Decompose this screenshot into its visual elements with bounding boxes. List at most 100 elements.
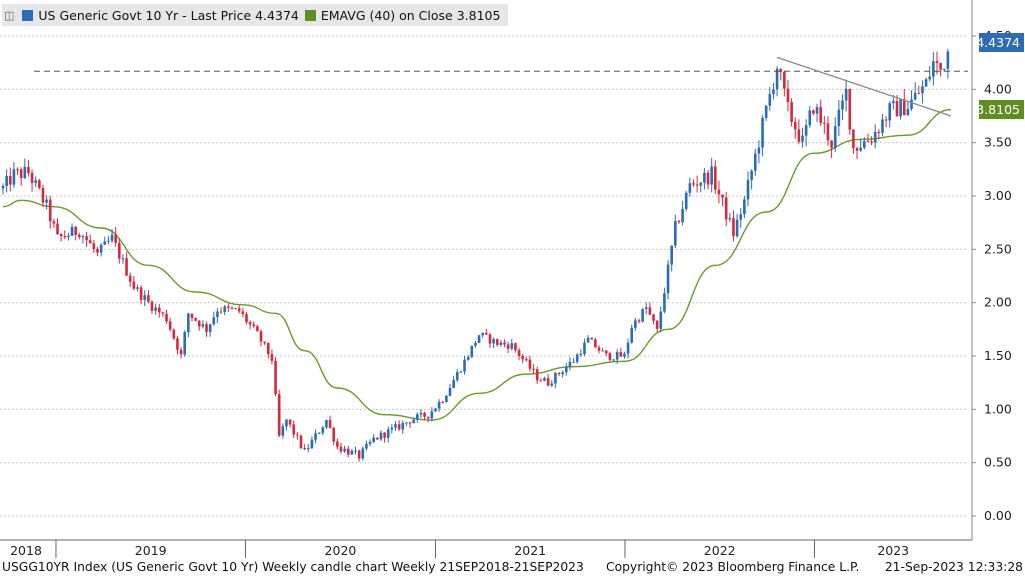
candle xyxy=(855,146,859,160)
candle xyxy=(681,200,684,226)
candle xyxy=(826,116,830,146)
y-tick-label: 2.00 xyxy=(984,295,1012,310)
candle xyxy=(292,420,296,439)
candle xyxy=(63,230,67,240)
candle xyxy=(713,160,717,195)
candle xyxy=(757,140,761,164)
candle xyxy=(583,338,586,357)
candle xyxy=(321,425,325,436)
annotations xyxy=(34,56,968,117)
candle xyxy=(812,109,815,116)
candle xyxy=(804,119,808,147)
candle xyxy=(139,285,143,305)
price-swatch-icon xyxy=(22,9,34,21)
legend-settings-icon[interactable]: ◫ xyxy=(4,8,15,22)
legend-item-ema[interactable]: EMAVG (40) on Close 3.8105 xyxy=(304,8,500,23)
candle xyxy=(797,119,801,145)
candle xyxy=(641,307,644,323)
candle xyxy=(844,79,848,112)
candle xyxy=(216,308,219,323)
candle xyxy=(88,234,92,244)
candle xyxy=(383,432,386,443)
x-tick-label: 2021 xyxy=(514,543,546,558)
candle xyxy=(554,371,557,389)
candle xyxy=(136,284,139,292)
last-price-value: 4.4374 xyxy=(976,35,1020,51)
legend-item-price[interactable]: US Generic Govt 10 Yr - Last Price 4.437… xyxy=(22,8,299,23)
candle xyxy=(564,363,568,376)
candle xyxy=(939,62,942,77)
footer: USGG10YR Index (US Generic Govt 10 Yr) W… xyxy=(0,559,1025,577)
candle xyxy=(38,178,41,190)
candle xyxy=(677,219,681,224)
candle xyxy=(539,378,543,382)
candle xyxy=(157,303,161,318)
candle xyxy=(306,443,310,453)
candle xyxy=(245,311,248,325)
candle xyxy=(179,347,183,359)
candle xyxy=(299,434,303,450)
candle xyxy=(750,169,753,190)
candle xyxy=(535,366,539,384)
candle xyxy=(837,100,841,137)
candle xyxy=(899,98,902,120)
candle xyxy=(455,368,459,383)
candle xyxy=(768,86,772,111)
candle xyxy=(830,140,833,159)
ema-swatch-icon xyxy=(304,9,316,21)
candle xyxy=(219,307,223,314)
candle xyxy=(932,51,935,86)
candle xyxy=(419,409,423,419)
candle xyxy=(41,184,45,208)
candle xyxy=(648,302,652,316)
candle xyxy=(499,340,503,348)
candle xyxy=(259,329,263,347)
candle xyxy=(946,48,950,79)
candle xyxy=(703,168,706,190)
candle xyxy=(801,127,804,148)
candle xyxy=(426,416,430,423)
candle xyxy=(833,117,837,153)
candle xyxy=(81,234,85,244)
candle xyxy=(619,347,623,358)
candle xyxy=(841,94,844,121)
y-tick-label: 0.50 xyxy=(984,455,1012,470)
candle xyxy=(147,289,150,304)
candle xyxy=(935,51,939,75)
candle xyxy=(721,194,724,207)
candle xyxy=(176,335,179,355)
candle xyxy=(503,339,506,348)
candle xyxy=(34,176,38,187)
candle xyxy=(423,411,426,421)
candle xyxy=(793,117,797,139)
candle xyxy=(78,232,81,240)
candle xyxy=(117,238,121,264)
candle xyxy=(212,311,216,326)
candle xyxy=(274,357,277,397)
candle xyxy=(786,79,790,112)
candle xyxy=(895,94,899,117)
candle xyxy=(601,347,604,352)
candle xyxy=(114,226,117,247)
candle xyxy=(183,330,187,357)
candle xyxy=(623,351,626,359)
candle xyxy=(474,341,477,348)
legend: ◫ US Generic Govt 10 Yr - Last Price 4.4… xyxy=(2,4,509,26)
candle xyxy=(8,167,12,192)
candle xyxy=(674,214,677,248)
footer-timestamp: 21-Sep-2023 12:33:28 xyxy=(884,560,1023,574)
candle xyxy=(445,394,448,403)
candle xyxy=(488,333,492,349)
candle xyxy=(470,345,474,359)
candle xyxy=(783,70,786,97)
candle xyxy=(772,82,775,100)
candle xyxy=(74,225,77,241)
candle xyxy=(521,354,524,364)
candle xyxy=(546,374,550,387)
candle xyxy=(430,407,434,422)
footer-copyright: Copyright© 2023 Bloomberg Finance L.P. xyxy=(606,560,860,574)
candle xyxy=(441,400,445,404)
candle xyxy=(67,232,70,241)
candle xyxy=(365,440,368,451)
candle xyxy=(266,342,270,359)
